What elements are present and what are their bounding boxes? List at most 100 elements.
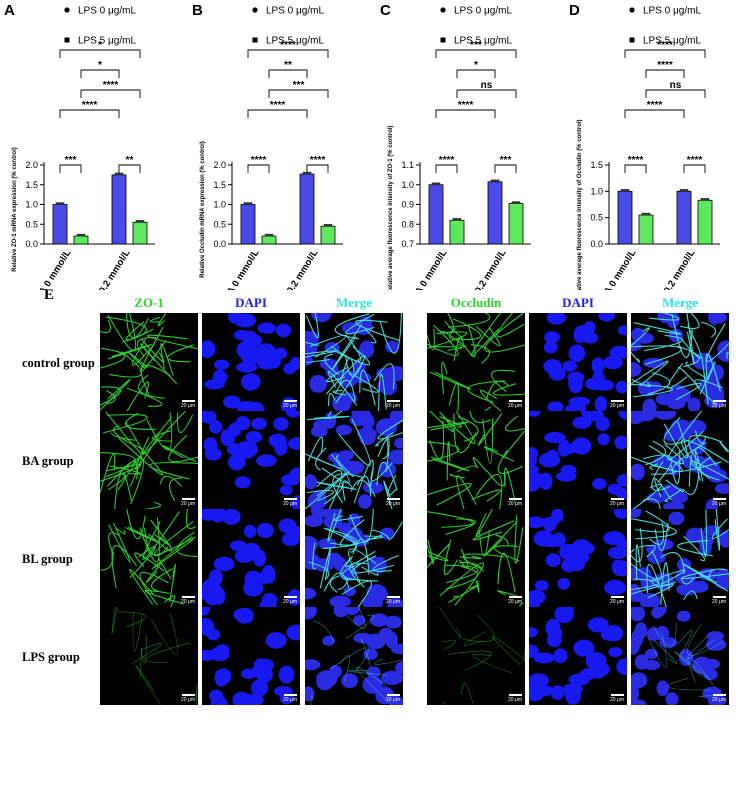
- data-point: [431, 182, 435, 186]
- micrograph-tile: 20 μm: [529, 411, 627, 509]
- significance-label: **: [126, 155, 134, 166]
- category-label: BA 0 mmol/L: [410, 248, 450, 290]
- chart-a: A LPS 0 μg/mL LPS 5 μg/mL 0.0 0.5 1.0 1.5 2.0 Re…: [4, 2, 155, 290]
- legend-marker-s1: [64, 37, 70, 43]
- scale-bar-line: [508, 694, 522, 696]
- data-point: [703, 197, 707, 201]
- y-tick-label: 1.5: [25, 180, 38, 190]
- scale-bar-label: 20 μm: [181, 403, 195, 409]
- scale-bar-label: 20 μm: [610, 403, 624, 409]
- micrograph-tile: 20 μm: [631, 313, 729, 411]
- significance-label: ***: [470, 40, 482, 51]
- legend: LPS 0 μg/mL LPS 5 μg/mL: [252, 6, 324, 47]
- micrograph-image: [631, 509, 729, 607]
- significance-bracket: [247, 164, 270, 173]
- micrograph-tile: 20 μm: [202, 313, 300, 411]
- significance-label: *: [98, 40, 102, 51]
- significance-bracket: [683, 164, 706, 173]
- data-point: [114, 172, 118, 176]
- scale-bar-line: [181, 400, 195, 402]
- scale-bar-line: [386, 498, 400, 500]
- row-label: control group: [22, 356, 95, 370]
- data-point: [626, 188, 630, 192]
- micrograph-image: [202, 411, 300, 509]
- significance-label: ****: [82, 100, 98, 111]
- significance-bracket: [494, 164, 517, 173]
- micrograph-image: [529, 509, 627, 607]
- y-tick-label: 0.9: [401, 200, 414, 210]
- legend-label-s0: LPS 0 μg/mL: [266, 6, 324, 17]
- data-point: [511, 201, 515, 204]
- legend-marker-s0: [440, 7, 446, 13]
- bar: [52, 204, 68, 245]
- micrograph-image: [529, 411, 627, 509]
- scale-bar-label: 20 μm: [181, 697, 195, 703]
- significance-label: ****: [270, 100, 286, 111]
- legend-marker-s1: [440, 37, 446, 43]
- legend: LPS 0 μg/mL LPS 5 μg/mL: [629, 6, 701, 47]
- significance-bracket: [435, 109, 496, 118]
- significance-bracket: [59, 109, 120, 118]
- significance-label: ****: [439, 155, 455, 166]
- micrograph-tile: 20 μm: [202, 607, 300, 705]
- data-point: [243, 202, 247, 205]
- scale-bar: 20 μm: [508, 498, 522, 507]
- micrograph-image: [427, 607, 525, 705]
- data-point: [455, 217, 459, 221]
- scale-bar-line: [508, 596, 522, 598]
- data-point: [308, 171, 312, 175]
- significance-label: ***: [293, 80, 305, 91]
- bar: [111, 174, 127, 245]
- legend-marker-s0: [252, 7, 258, 13]
- scale-bar: 20 μm: [283, 498, 297, 507]
- micrograph-image: [305, 607, 403, 705]
- scale-bar: 20 μm: [181, 400, 195, 409]
- bar: [617, 190, 633, 245]
- panel-letter: D: [569, 2, 580, 19]
- bar: [508, 203, 524, 245]
- legend-marker-s1: [252, 37, 258, 43]
- significance-label: ****: [687, 155, 703, 166]
- significance-label: ****: [310, 155, 326, 166]
- micrograph-tile: 20 μm: [631, 509, 729, 607]
- scale-bar: 20 μm: [508, 400, 522, 409]
- micrograph-image: [100, 607, 198, 705]
- legend-label-s0: LPS 0 μg/mL: [78, 6, 136, 17]
- scale-bar-label: 20 μm: [610, 501, 624, 507]
- data-point: [517, 201, 521, 204]
- micrograph-image: [202, 313, 300, 411]
- column-header: Merge: [335, 295, 373, 310]
- micrograph-tile: 20 μm: [305, 509, 403, 607]
- data-point: [264, 233, 268, 237]
- chart-c: C LPS 0 μg/mL LPS 5 μg/mL 0.7 0.8 0.9 1.0 1.1 Re…: [380, 2, 531, 290]
- data-point: [305, 171, 309, 175]
- y-tick-label: 0.5: [25, 219, 38, 229]
- legend-label-s0: LPS 0 μg/mL: [454, 6, 512, 17]
- bar: [261, 235, 277, 245]
- data-point: [55, 202, 59, 205]
- legend-label-s1: LPS 5 μg/mL: [454, 36, 512, 47]
- data-point: [706, 197, 710, 201]
- significance-bracket: [59, 164, 82, 173]
- bar: [73, 235, 89, 245]
- y-tick-label: 0.0: [25, 239, 38, 249]
- scale-bar-label: 20 μm: [508, 501, 522, 507]
- y-axis-label: Relative average fluorescence intensity …: [388, 125, 394, 290]
- scale-bar: 20 μm: [610, 400, 624, 409]
- row-label: BA group: [22, 454, 74, 468]
- scale-bar: 20 μm: [610, 596, 624, 605]
- data-point: [58, 202, 62, 205]
- scale-bar: 20 μm: [610, 498, 624, 507]
- y-tick-label: 0.5: [213, 219, 226, 229]
- scale-bar-line: [712, 400, 726, 402]
- significance-bracket: [59, 49, 141, 58]
- scale-bar: 20 μm: [386, 694, 400, 703]
- micrograph-tile: 20 μm: [427, 411, 525, 509]
- data-point: [135, 219, 139, 223]
- micrograph-image: [202, 607, 300, 705]
- micrograph-image: [202, 509, 300, 607]
- significance-label: ****: [628, 155, 644, 166]
- significance-label: ****: [280, 40, 296, 51]
- legend-marker-s0: [629, 7, 635, 13]
- significance-bracket: [456, 69, 496, 78]
